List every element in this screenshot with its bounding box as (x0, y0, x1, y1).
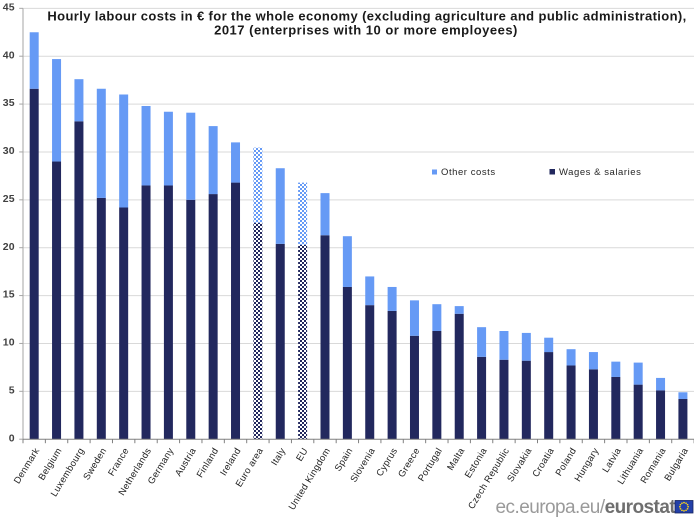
svg-text:15: 15 (3, 289, 15, 301)
svg-text:30: 30 (3, 145, 15, 157)
svg-text:ec.europa.eu/eurostat: ec.europa.eu/eurostat (496, 497, 677, 518)
svg-text:35: 35 (3, 97, 15, 109)
svg-text:5: 5 (9, 384, 15, 396)
svg-text:Wages & salaries: Wages & salaries (559, 167, 641, 178)
svg-text:2017 (enterprises with 10 or m: 2017 (enterprises with 10 or more employ… (214, 23, 518, 38)
svg-text:45: 45 (3, 1, 15, 13)
svg-text:20: 20 (3, 241, 15, 253)
svg-text:Hourly labour costs in € for t: Hourly labour costs in € for the whole e… (47, 9, 686, 24)
svg-text:40: 40 (3, 49, 15, 61)
svg-text:0: 0 (9, 432, 15, 444)
svg-text:25: 25 (3, 193, 15, 205)
svg-text:10: 10 (3, 337, 15, 349)
svg-text:Other costs: Other costs (441, 167, 496, 178)
